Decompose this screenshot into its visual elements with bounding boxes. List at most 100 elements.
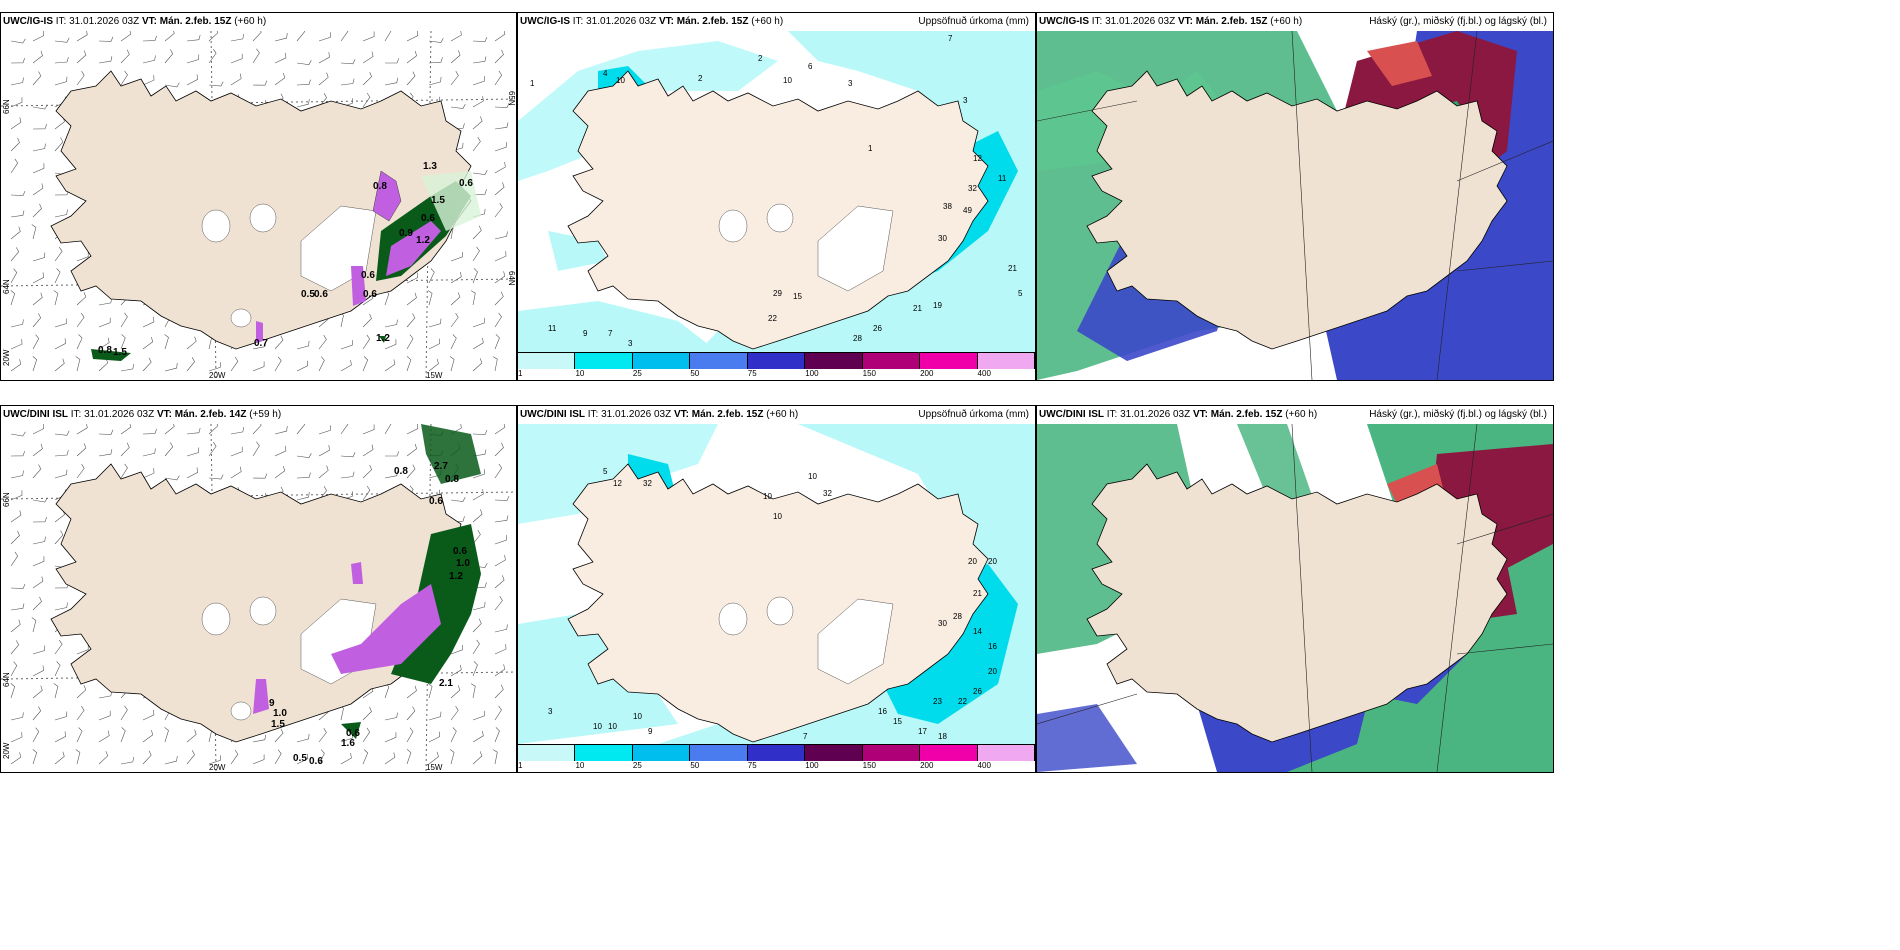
wind-barb: [54, 602, 68, 611]
wind-barb: [54, 209, 68, 218]
wind-barb: [494, 251, 507, 262]
wind-barb: [427, 290, 433, 306]
svg-text:0.8: 0.8: [98, 345, 112, 356]
svg-text:32: 32: [643, 479, 652, 488]
wind-barb: [494, 463, 503, 479]
svg-text:65N: 65N: [507, 91, 516, 106]
wind-barb: [470, 290, 476, 306]
wind-barb: [32, 104, 48, 110]
wind-barb: [186, 467, 198, 479]
wind-barb: [274, 52, 287, 64]
svg-text:0.6: 0.6: [429, 496, 443, 507]
wind-barb: [76, 312, 85, 328]
wind-barb: [406, 706, 416, 721]
wind-barb: [120, 31, 132, 42]
wind-barb: [164, 756, 178, 765]
wind-barb: [10, 583, 26, 589]
svg-text:9: 9: [269, 698, 275, 709]
wind-barb: [494, 664, 506, 677]
wind-barb: [186, 34, 201, 42]
wind-barb: [98, 358, 109, 372]
wind-barb: [230, 33, 245, 42]
wind-barb: [10, 712, 24, 721]
wind-barb: [340, 753, 352, 765]
svg-text:7: 7: [948, 34, 953, 43]
wind-barb: [10, 470, 24, 479]
svg-text:10: 10: [763, 492, 772, 501]
svg-text:1.6: 1.6: [341, 738, 355, 749]
model-name: UWC/IG-IS: [3, 16, 53, 27]
wind-barb: [32, 334, 40, 350]
wind-barb: [384, 752, 396, 765]
wind-barb: [208, 81, 224, 87]
wind-barb: [472, 730, 484, 743]
glaciers: [718, 596, 894, 685]
svg-text:0.6: 0.6: [314, 289, 328, 300]
wind-barb: [10, 732, 23, 743]
colorbar-swatch: [690, 745, 748, 761]
wind-barb: [450, 664, 462, 677]
wind-barb: [32, 443, 43, 457]
panel-header: UWC/DINI ISL IT: 31.01.2026 03Z VT: Mán.…: [1037, 406, 1553, 424]
wind-barb: [32, 313, 42, 328]
wind-barb: [406, 685, 417, 699]
wind-barb: [120, 756, 135, 765]
wind-barb: [428, 37, 444, 43]
field-title: Uppsöfnuð úrkoma (mm): [918, 409, 1029, 420]
wind-barb: [76, 292, 87, 306]
wind-barb: [472, 530, 481, 545]
colorbar-tick: 1: [518, 761, 523, 770]
wind-barb: [318, 356, 325, 372]
wind-barb: [32, 424, 45, 435]
precip-values: 0.8 2.7 0.8 0.6 0.6 1.0 1.2 9 1.0 1.5 0.…: [269, 461, 470, 767]
map-panel-clouds-ig-is: UWC/IG-IS IT: 31.01.2026 03Z VT: Mán. 2.…: [1036, 12, 1554, 381]
wind-barb: [274, 426, 288, 435]
wind-barb: [32, 183, 44, 196]
wind-barb: [472, 639, 480, 655]
wind-barb: [10, 640, 20, 655]
svg-text:2: 2: [758, 54, 763, 63]
wind-barb: [164, 424, 175, 435]
lead-time: (+60 h): [234, 16, 267, 27]
wind-barb: [252, 734, 266, 743]
wind-barb: [54, 639, 63, 655]
wind-barb: [142, 428, 157, 435]
svg-text:28: 28: [953, 612, 962, 621]
svg-text:12: 12: [973, 154, 982, 163]
svg-text:1.5: 1.5: [113, 347, 127, 358]
valid-time-label: VT:: [141, 16, 157, 27]
svg-text:23: 23: [933, 697, 942, 706]
wind-barb: [10, 603, 25, 611]
colorbar-swatch: [805, 353, 863, 369]
station-values: 1 4 10 2 2 10 6 3 7 3 1 12 32 38 49 30 1…: [530, 34, 1023, 348]
wind-barb: [406, 727, 414, 743]
map-panel-precip-dini: UWC/DINI ISL IT: 31.01.2026 03Z VT: Mán.…: [517, 405, 1036, 773]
wind-barb: [10, 450, 25, 457]
colorbar-ticks: 1 10 25 50 75 100 150 200 400: [518, 761, 1035, 771]
colorbar-swatches: [518, 352, 1035, 369]
map-panel-wind-dini: UWC/DINI ISL IT: 31.01.2026 03Z VT: Mán.…: [0, 405, 517, 773]
svg-text:10: 10: [783, 76, 792, 85]
wind-barb: [494, 142, 507, 152]
wind-barb: [340, 452, 356, 458]
wind-barb: [384, 424, 392, 435]
wind-barb: [252, 424, 262, 435]
wind-barb: [76, 705, 85, 721]
axis-labels: 20W 15W 66N 64N 20W: [2, 492, 443, 772]
wind-barb: [98, 751, 109, 765]
colorbar-swatch: [690, 353, 748, 369]
wind-barb: [54, 37, 70, 43]
wind-barb: [98, 710, 111, 721]
wind-barb: [208, 441, 217, 457]
svg-text:0.5: 0.5: [301, 289, 315, 300]
wind-barb: [54, 246, 63, 262]
wind-barb: [296, 753, 309, 765]
svg-text:30: 30: [938, 619, 947, 628]
wind-barb: [120, 424, 132, 435]
wind-barb: [164, 49, 174, 64]
colorbar-swatch: [862, 353, 921, 369]
wind-barb: [186, 447, 200, 457]
svg-text:1.2: 1.2: [376, 333, 390, 344]
colorbar-tick: 10: [575, 369, 585, 378]
lead-time: (+60 h): [1285, 409, 1318, 420]
